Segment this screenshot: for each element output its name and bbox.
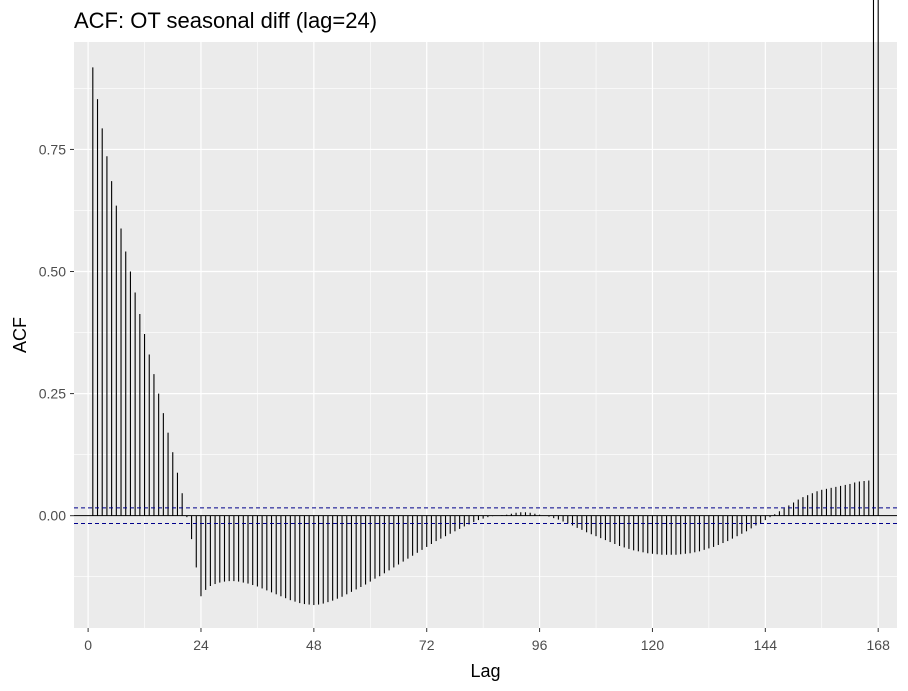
y-axis-ticks: 0.00 0.25 0.50 0.75 [39,141,74,524]
x-axis-title: Lag [470,661,500,681]
x-tick-label: 168 [867,637,891,653]
x-tick-label: 24 [193,637,209,653]
x-tick-label: 0 [84,637,92,653]
chart-title: ACF: OT seasonal diff (lag=24) [74,8,378,33]
y-axis-title: ACF [10,317,30,353]
grid-minor [74,42,897,628]
x-axis-ticks: 0 24 48 72 96 120 144 168 [84,628,890,653]
x-tick-label: 48 [306,637,322,653]
y-tick-label: 0.00 [39,508,66,524]
y-tick-label: 0.75 [39,141,66,157]
y-tick-label: 0.50 [39,264,66,280]
x-tick-label: 120 [641,637,665,653]
x-tick-label: 96 [532,637,548,653]
x-tick-label: 144 [754,637,778,653]
acf-bars [92,0,879,606]
x-tick-label: 72 [419,637,435,653]
y-tick-label: 0.25 [39,386,66,402]
plot-panel [74,42,897,628]
